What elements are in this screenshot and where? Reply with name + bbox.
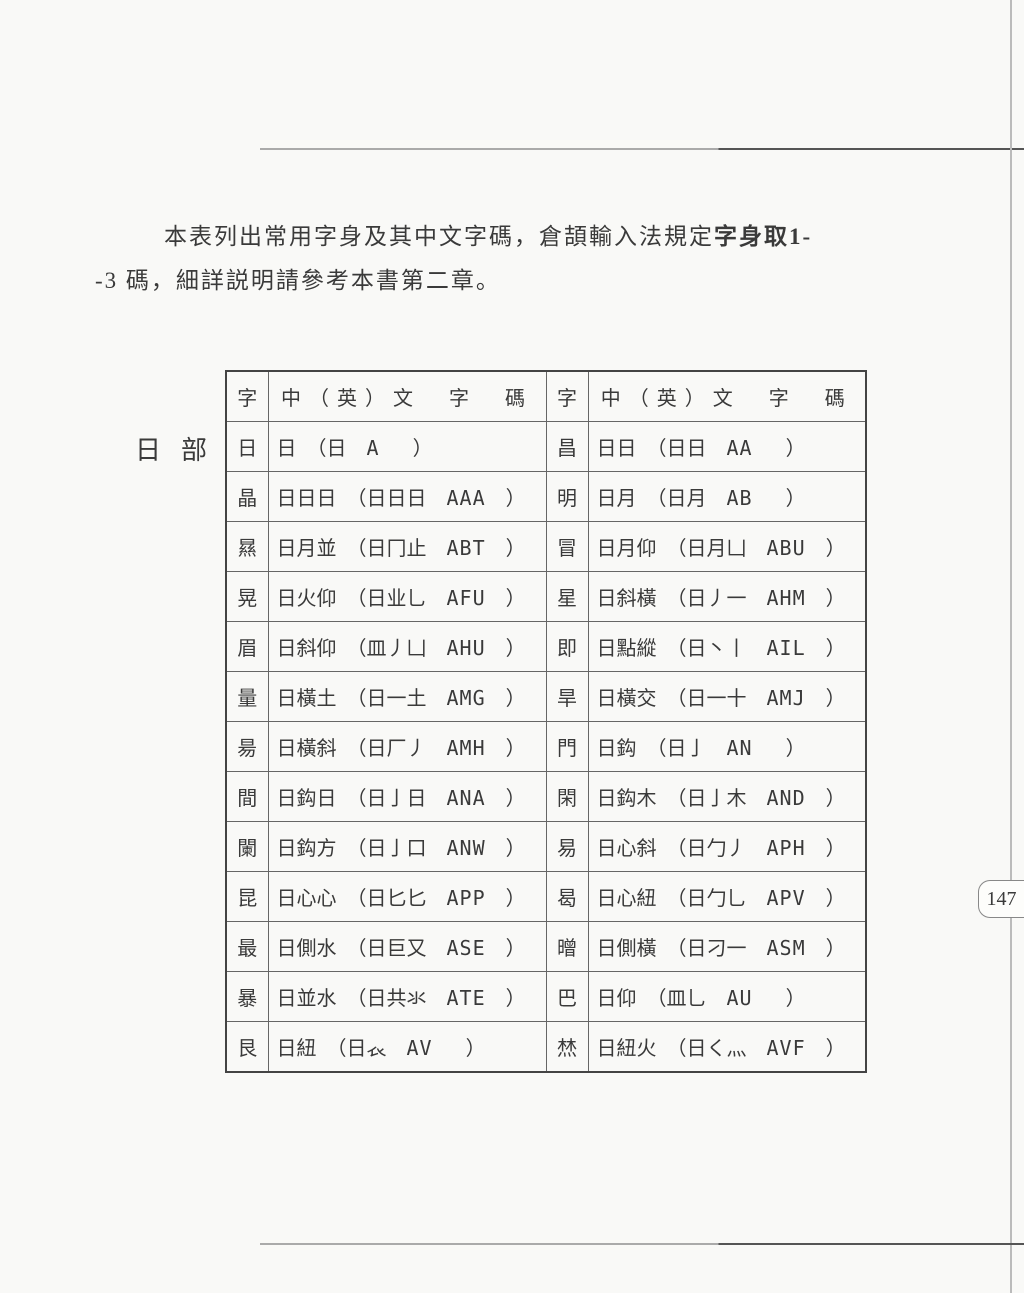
page-number: 147 (978, 880, 1024, 918)
char-cell: 昆 (226, 872, 268, 922)
character-code-table: 字 中（英）文 字 碼 字 中（英）文 字 碼 日日 （日 A ）昌日日 （日日… (225, 370, 867, 1073)
char-cell: 量 (226, 672, 268, 722)
char-cell: 㬎 (226, 522, 268, 572)
code-cell: 日橫土 （日一土 AMG ） (268, 672, 546, 722)
code-cell: 日橫斜 （日厂丿 AMH ） (268, 722, 546, 772)
code-cell: 日紐火 （日く灬 AVF ） (588, 1022, 866, 1073)
bottom-divider (260, 1243, 1024, 1245)
char-cell: 最 (226, 922, 268, 972)
table-row: 㬎日月並 （日冂止 ABT ）冒日月仰 （日月凵 ABU ） (226, 522, 866, 572)
char-cell: 暴 (226, 972, 268, 1022)
code-cell: 日側水 （日巨又 ASE ） (268, 922, 546, 972)
header-code-left: 中（英）文 字 碼 (268, 371, 546, 422)
table-header-row: 字 中（英）文 字 碼 字 中（英）文 字 碼 (226, 371, 866, 422)
code-cell: 日心斜 （日勹丿 APH ） (588, 822, 866, 872)
char-cell: 日 (226, 422, 268, 472)
char-cell: 門 (546, 722, 588, 772)
char-cell: 冒 (546, 522, 588, 572)
code-cell: 日並水 （日共氺 ATE ） (268, 972, 546, 1022)
table-row: 艮日紐 （日𧘇 AV ）㷊日紐火 （日く灬 AVF ） (226, 1022, 866, 1073)
char-cell: 旱 (546, 672, 588, 722)
char-cell: 㬝 (546, 922, 588, 972)
header-char-left: 字 (226, 371, 268, 422)
char-cell: 即 (546, 622, 588, 672)
right-margin-line (1010, 0, 1012, 1293)
code-cell: 日斜仰 （皿丿凵 AHU ） (268, 622, 546, 672)
char-cell: 晃 (226, 572, 268, 622)
header-char-right: 字 (546, 371, 588, 422)
char-cell: 㷊 (546, 1022, 588, 1073)
char-cell: 明 (546, 472, 588, 522)
code-cell: 日心心 （日匕匕 APP ） (268, 872, 546, 922)
table-row: 最日側水 （日巨又 ASE ）㬝日側橫 （日刁一 ASM ） (226, 922, 866, 972)
table-row: 量日橫土 （日一土 AMG ）旱日橫交 （日一十 AMJ ） (226, 672, 866, 722)
table-row: 暴日並水 （日共氺 ATE ）巴日仰 （皿乚 AU ） (226, 972, 866, 1022)
section-label: 日部 (135, 430, 227, 467)
char-cell: 曷 (546, 872, 588, 922)
char-cell: 間 (226, 772, 268, 822)
intro-bold: 字身取1- (714, 224, 812, 249)
code-cell: 日鈎 （日亅 AN ） (588, 722, 866, 772)
code-cell: 日橫交 （日一十 AMJ ） (588, 672, 866, 722)
table-row: 昆日心心 （日匕匕 APP ）曷日心紐 （日勹乚 APV ） (226, 872, 866, 922)
intro-text-2: -3 碼，細詳説明請參考本書第二章。 (95, 268, 501, 293)
code-cell: 日紐 （日𧘇 AV ） (268, 1022, 546, 1073)
intro-text-1: 本表列出常用字身及其中文字碼，倉頡輸入法規定 (164, 224, 714, 249)
table-row: 晶日日日 （日日日 AAA ）明日月 （日月 AB ） (226, 472, 866, 522)
code-cell: 日心紐 （日勹乚 APV ） (588, 872, 866, 922)
table-row: 闌日鈎方 （日亅口 ANW ）易日心斜 （日勹丿 APH ） (226, 822, 866, 872)
code-cell: 日側橫 （日刁一 ASM ） (588, 922, 866, 972)
code-cell: 日鈎方 （日亅口 ANW ） (268, 822, 546, 872)
table-row: 間日鈎日 （日亅日 ANA ）閑日鈎木 （日亅木 AND ） (226, 772, 866, 822)
code-cell: 日鈎木 （日亅木 AND ） (588, 772, 866, 822)
char-cell: 晶 (226, 472, 268, 522)
code-cell: 日火仰 （日业乚 AFU ） (268, 572, 546, 622)
code-cell: 日 （日 A ） (268, 422, 546, 472)
code-cell: 日月並 （日冂止 ABT ） (268, 522, 546, 572)
table-row: 日日 （日 A ）昌日日 （日日 AA ） (226, 422, 866, 472)
code-cell: 日月仰 （日月凵 ABU ） (588, 522, 866, 572)
char-cell: 眉 (226, 622, 268, 672)
char-cell: 昜 (226, 722, 268, 772)
table-row: 晃日火仰 （日业乚 AFU ）星日斜橫 （日丿一 AHM ） (226, 572, 866, 622)
code-cell: 日點縱 （日丶丨 AIL ） (588, 622, 866, 672)
char-cell: 闌 (226, 822, 268, 872)
char-cell: 閑 (546, 772, 588, 822)
code-cell: 日日日 （日日日 AAA ） (268, 472, 546, 522)
code-cell: 日鈎日 （日亅日 ANA ） (268, 772, 546, 822)
char-cell: 艮 (226, 1022, 268, 1073)
char-cell: 昌 (546, 422, 588, 472)
table-row: 眉日斜仰 （皿丿凵 AHU ）即日點縱 （日丶丨 AIL ） (226, 622, 866, 672)
table-row: 昜日橫斜 （日厂丿 AMH ）門日鈎 （日亅 AN ） (226, 722, 866, 772)
code-cell: 日仰 （皿乚 AU ） (588, 972, 866, 1022)
char-cell: 巴 (546, 972, 588, 1022)
intro-paragraph: 本表列出常用字身及其中文字碼，倉頡輸入法規定字身取1- -3 碼，細詳説明請參考… (95, 215, 944, 302)
code-cell: 日日 （日日 AA ） (588, 422, 866, 472)
header-code-right: 中（英）文 字 碼 (588, 371, 866, 422)
top-divider (260, 148, 1024, 150)
char-cell: 易 (546, 822, 588, 872)
code-cell: 日斜橫 （日丿一 AHM ） (588, 572, 866, 622)
char-cell: 星 (546, 572, 588, 622)
code-cell: 日月 （日月 AB ） (588, 472, 866, 522)
